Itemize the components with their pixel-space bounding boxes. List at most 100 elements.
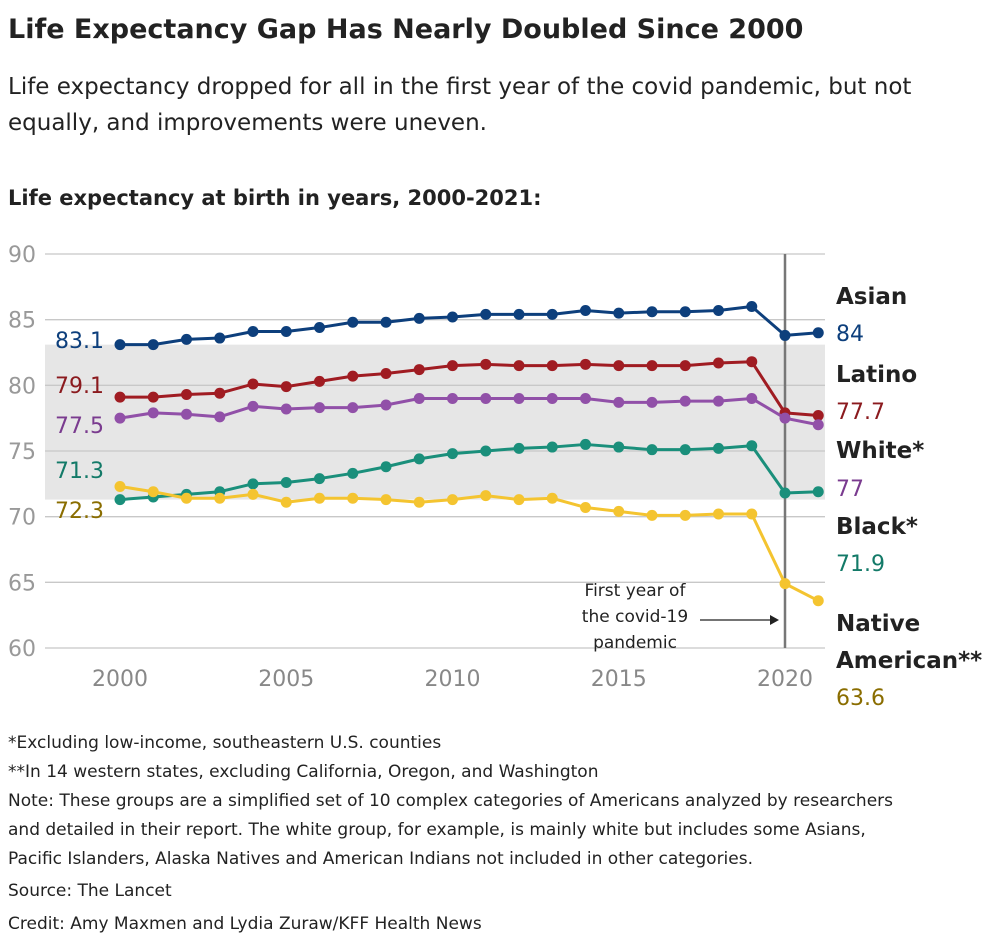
data-point [413,312,425,324]
data-point [447,360,458,372]
series-line-1 [120,360,819,418]
data-point [746,440,758,452]
series-name-label: American** [836,648,982,674]
data-point [779,487,791,499]
data-point [247,400,259,412]
data-point [713,508,724,520]
note-line-1: Note: These groups are a simplified set … [8,791,893,811]
data-point [713,395,724,407]
data-point [413,453,425,465]
data-point [280,325,292,337]
data-point [314,322,325,334]
data-point [280,403,292,415]
end-value-label: 77.7 [836,400,885,425]
data-point [580,392,591,404]
x-tick-label: 2015 [591,667,647,692]
data-point [147,391,159,403]
footnote-2: **In 14 western states, excluding Califo… [8,762,599,782]
data-point [380,316,392,328]
data-point [580,304,591,316]
data-point [546,308,558,320]
data-point [380,399,392,411]
data-point [546,492,558,504]
y-tick-label: 70 [8,506,36,531]
data-point [812,327,824,339]
y-tick-label: 60 [8,637,36,662]
data-point [746,392,758,404]
data-point [147,486,159,498]
data-point [214,411,226,423]
data-point [247,378,259,390]
data-point [513,494,525,506]
data-point [447,448,458,460]
data-point [679,509,691,521]
data-point [613,307,625,319]
data-point [280,496,292,508]
footnote-1: *Excluding low-income, southeastern U.S.… [8,733,442,753]
shaded-range-band [45,344,825,500]
data-point [580,358,591,370]
data-point [147,339,159,351]
data-point [546,441,558,453]
data-point [646,444,658,456]
data-point [413,364,425,376]
end-value-label: 77 [836,477,864,502]
data-point [679,444,691,456]
data-point [746,508,758,520]
data-point [380,494,392,506]
y-tick-label: 90 [8,243,36,268]
data-point [779,329,791,341]
data-point [812,595,824,607]
data-point [480,392,492,404]
end-value-label: 63.6 [836,686,885,711]
data-point [513,308,525,320]
series-name-label: Black* [836,514,918,540]
x-tick-label: 2020 [757,667,813,692]
x-tick-label: 2005 [258,667,314,692]
data-point [147,407,159,419]
annotation-text: pandemic [593,633,677,653]
y-tick-label: 65 [8,571,36,596]
data-point [314,473,325,485]
data-point [646,396,658,408]
data-point [114,412,126,424]
series-name-label: White* [836,438,924,464]
data-point [314,402,325,414]
data-point [114,494,126,506]
y-tick-label: 75 [8,440,36,465]
data-point [812,486,824,498]
data-point [580,438,591,450]
data-point [679,395,691,407]
note-line-3: Pacific Islanders, Alaska Natives and Am… [8,849,754,869]
start-value-label: 71.3 [55,459,104,484]
data-point [314,375,325,387]
data-point [214,332,226,344]
start-value-label: 72.3 [55,499,104,524]
y-tick-label: 80 [8,374,36,399]
x-tick-label: 2010 [425,667,481,692]
chart-title: Life expectancy at birth in years, 2000-… [8,186,542,210]
data-point [347,492,359,504]
data-point [480,358,492,370]
data-point [513,360,525,372]
data-point [114,339,126,351]
data-point [679,306,691,318]
data-point [546,360,558,372]
series-line-0 [120,305,819,347]
data-point [613,505,625,517]
data-point [380,368,392,380]
data-point [480,490,492,502]
data-point [314,492,325,504]
data-point [646,509,658,521]
data-point [280,381,292,393]
data-point [247,478,259,490]
data-point [247,325,259,337]
data-point [247,488,259,500]
series-line-3 [119,442,819,502]
end-value-label: 84 [836,322,864,347]
data-point [746,356,758,368]
data-point [613,396,625,408]
data-point [480,308,492,320]
data-point [646,306,658,318]
start-value-label: 77.5 [55,414,104,439]
